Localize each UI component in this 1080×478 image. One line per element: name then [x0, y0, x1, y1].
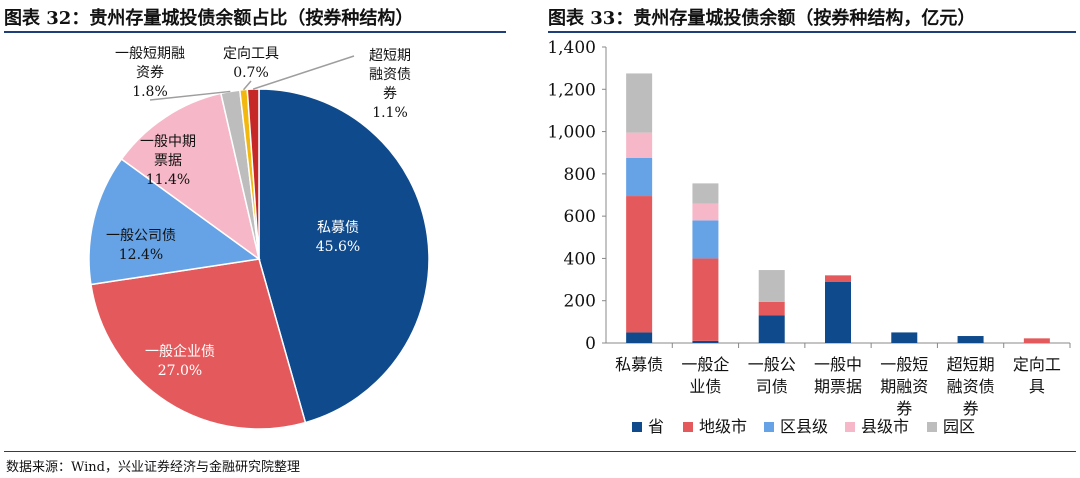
pie-value-label-2: 12.4% — [119, 247, 163, 263]
bottom-rule — [4, 451, 1076, 452]
legend-label-2: 区县级 — [780, 417, 828, 436]
bar-segment-1-2 — [692, 220, 719, 259]
pie-label-3: 一般中期 — [140, 134, 196, 150]
x-tick-label-2: 一般公 — [748, 355, 796, 374]
x-tick-label-5: 券 — [963, 399, 979, 418]
x-tick-label-3: 期票据 — [814, 377, 862, 396]
pie-slice-3 — [120, 92, 261, 261]
y-tick-label: 200 — [564, 292, 596, 312]
pie-chart-title: 图表 32：贵州存量城投债余额占比（按券种结构） — [4, 8, 414, 29]
x-tick-label-4: 期融资 — [880, 377, 928, 396]
pie-label-6: 融资债 — [369, 67, 411, 83]
bar-segment-1-4 — [692, 183, 719, 204]
y-tick-label: 1,200 — [547, 80, 596, 100]
bar-segment-0-2 — [626, 158, 653, 197]
legend-swatch-4 — [927, 422, 937, 432]
legend-label-0: 省 — [648, 417, 664, 436]
bar-segment-0-0 — [626, 332, 653, 343]
pie-slice-1 — [90, 258, 307, 430]
bar-segment-1-0 — [692, 340, 719, 343]
pie-label-1: 一般企业债 — [145, 343, 215, 360]
legend-label-1: 地级市 — [699, 417, 747, 436]
pie-value-label-6: 1.1% — [372, 105, 408, 121]
bar-segment-1-1 — [692, 258, 719, 341]
x-tick-label-1: 一般企 — [681, 355, 729, 374]
x-tick-label-2: 司债 — [756, 377, 788, 396]
bar-segment-2-4 — [758, 270, 785, 302]
pie-value-label-4: 1.8% — [132, 84, 168, 100]
pie-label-6: 超短期 — [369, 48, 411, 64]
y-tick-label: 800 — [564, 165, 596, 185]
pie-label-4: 一般短期融 — [115, 46, 185, 62]
title-rule-right — [548, 31, 1076, 33]
pie-value-label-5: 0.7% — [233, 65, 269, 81]
x-tick-label-3: 一般中 — [814, 355, 862, 374]
bar-segment-1-3 — [692, 203, 719, 221]
bar-segment-0-3 — [626, 132, 653, 158]
y-tick-label: 0 — [585, 334, 596, 354]
legend-swatch-1 — [683, 422, 693, 432]
legend-swatch-0 — [632, 422, 642, 432]
pie-label-5: 定向工具 — [223, 46, 279, 62]
y-tick-label: 1,000 — [547, 123, 596, 143]
y-tick-label: 400 — [564, 249, 596, 269]
bar-segment-3-0 — [825, 281, 851, 343]
x-tick-label-0: 私募债 — [615, 355, 663, 374]
x-tick-label-5: 超短期 — [947, 355, 995, 374]
bar-segment-6-1 — [1023, 338, 1050, 343]
y-tick-label: 600 — [564, 207, 596, 227]
pie-label-3: 票据 — [154, 153, 182, 169]
pie-value-label-0: 45.6% — [316, 239, 360, 255]
pie-leader-line-6 — [252, 55, 355, 90]
pie-label-4: 资券 — [136, 65, 164, 81]
bar-segment-0-1 — [626, 196, 653, 333]
pie-label-2: 一般公司债 — [106, 228, 176, 244]
pie-leader-line-5 — [242, 80, 252, 91]
bar-segment-0-4 — [626, 73, 653, 133]
pie-value-label-1: 27.0% — [158, 363, 202, 379]
legend-label-4: 园区 — [943, 417, 975, 436]
pie-slice-2 — [88, 158, 261, 286]
bar-segment-4-0 — [891, 332, 918, 343]
legend-swatch-2 — [764, 422, 774, 432]
x-tick-label-4: 券 — [896, 399, 912, 418]
title-rule-left — [4, 31, 506, 33]
pie-label-0: 私募债 — [317, 220, 359, 236]
y-tick-label: 1,400 — [547, 38, 596, 58]
x-tick-label-4: 一般短 — [880, 355, 928, 374]
pie-label-6: 券 — [383, 86, 397, 102]
pie-slice-0 — [258, 88, 430, 424]
x-tick-label-6: 具 — [1029, 377, 1045, 396]
bar-segment-2-0 — [758, 315, 785, 343]
bar-chart-title: 图表 33：贵州存量城投债余额（按券种结构，亿元） — [548, 8, 976, 29]
bar-segment-3-1 — [825, 275, 851, 282]
source-note: 数据来源：Wind，兴业证券经济与金融研究院整理 — [6, 460, 300, 475]
x-tick-label-6: 定向工 — [1013, 355, 1061, 374]
bar-segment-2-1 — [758, 301, 785, 316]
x-tick-label-1: 业债 — [689, 377, 721, 396]
pie-leader-line-4 — [149, 90, 231, 101]
pie-value-label-3: 11.4% — [146, 172, 190, 188]
stacked-bar-chart: 0 200 400 600 800 1,000 1,200 1,400 私募债 一般企业债 一般公司… — [547, 38, 1071, 436]
x-tick-label-5: 融资债 — [947, 377, 995, 396]
legend-label-3: 县级市 — [861, 417, 909, 436]
bar-segment-5-0 — [957, 336, 984, 343]
legend-swatch-3 — [845, 422, 855, 432]
